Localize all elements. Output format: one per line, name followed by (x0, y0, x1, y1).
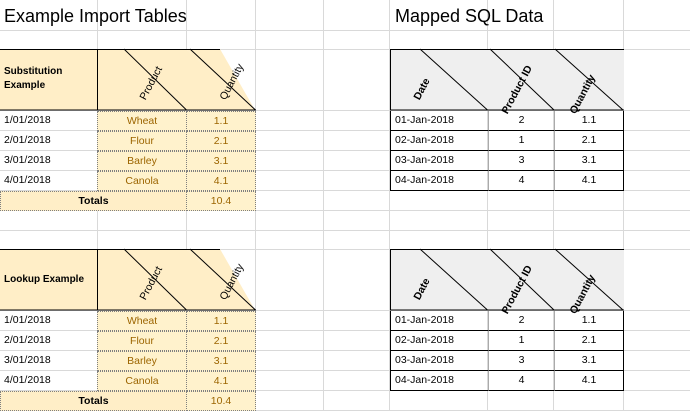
import-table-2-header-bg (0, 248, 256, 311)
totals-label[interactable]: Totals (0, 391, 187, 411)
date-cell[interactable]: 01-Jan-2018 (390, 311, 488, 331)
quantity-cell[interactable]: 4.1 (186, 171, 256, 191)
date-cell[interactable]: 4/01/2018 (4, 374, 51, 386)
product-id-cell[interactable]: 2 (488, 311, 554, 331)
quantity-cell[interactable]: 1.1 (186, 111, 256, 131)
date-cell[interactable]: 1/01/2018 (4, 114, 51, 126)
quantity-cell[interactable]: 3.1 (554, 351, 624, 371)
import-table-1-header-bg (0, 48, 256, 111)
quantity-cell[interactable]: 3.1 (554, 151, 624, 171)
left-title: Example Import Tables (4, 6, 187, 26)
product-cell[interactable]: Barley (97, 151, 187, 171)
sql-table-2-header-bg (390, 248, 624, 311)
totals-value[interactable]: 10.4 (186, 391, 256, 411)
import-table-2-label: Lookup Example (4, 273, 84, 287)
import-table-1-label-line2: Example (4, 80, 46, 91)
product-id-cell[interactable]: 3 (488, 151, 554, 171)
product-cell[interactable]: Flour (97, 331, 187, 351)
product-id-cell[interactable]: 1 (488, 331, 554, 351)
product-cell[interactable]: Canola (97, 371, 187, 391)
import-table-1-label-line1: Substitution (4, 66, 63, 77)
quantity-cell[interactable]: 2.1 (554, 331, 624, 351)
date-cell[interactable]: 03-Jan-2018 (390, 351, 488, 371)
quantity-cell[interactable]: 3.1 (186, 151, 256, 171)
quantity-cell[interactable]: 4.1 (554, 171, 624, 191)
quantity-cell[interactable]: 2.1 (186, 131, 256, 151)
product-id-cell[interactable]: 4 (488, 371, 554, 391)
totals-value[interactable]: 10.4 (186, 191, 256, 211)
product-cell[interactable]: Wheat (97, 311, 187, 331)
quantity-cell[interactable]: 1.1 (554, 111, 624, 131)
date-cell[interactable]: 4/01/2018 (4, 174, 51, 186)
quantity-cell[interactable]: 3.1 (186, 351, 256, 371)
quantity-cell[interactable]: 1.1 (554, 311, 624, 331)
product-cell[interactable]: Wheat (97, 111, 187, 131)
quantity-cell[interactable]: 2.1 (186, 331, 256, 351)
import-table-2-label-line1: Lookup Example (4, 274, 85, 285)
date-cell[interactable]: 02-Jan-2018 (390, 131, 488, 151)
right-title: Mapped SQL Data (395, 6, 544, 26)
date-cell[interactable]: 3/01/2018 (4, 154, 51, 166)
product-cell[interactable]: Canola (97, 171, 187, 191)
quantity-cell[interactable]: 4.1 (554, 371, 624, 391)
date-cell[interactable]: 03-Jan-2018 (390, 151, 488, 171)
quantity-cell[interactable]: 1.1 (186, 311, 256, 331)
product-cell[interactable]: Flour (97, 131, 187, 151)
product-id-cell[interactable]: 1 (488, 131, 554, 151)
date-cell[interactable]: 1/01/2018 (4, 314, 51, 326)
quantity-cell[interactable]: 4.1 (186, 371, 256, 391)
date-cell[interactable]: 2/01/2018 (4, 334, 51, 346)
date-cell[interactable]: 02-Jan-2018 (390, 331, 488, 351)
date-cell[interactable]: 2/01/2018 (4, 134, 51, 146)
date-cell[interactable]: 04-Jan-2018 (390, 171, 488, 191)
date-cell[interactable]: 04-Jan-2018 (390, 371, 488, 391)
product-id-cell[interactable]: 4 (488, 171, 554, 191)
quantity-cell[interactable]: 2.1 (554, 131, 624, 151)
date-cell[interactable]: 01-Jan-2018 (390, 111, 488, 131)
product-id-cell[interactable]: 3 (488, 351, 554, 371)
sql-table-1-header-bg (390, 48, 624, 111)
product-id-cell[interactable]: 2 (488, 111, 554, 131)
import-table-1-label: Substitution Example (4, 65, 62, 93)
date-cell[interactable]: 3/01/2018 (4, 354, 51, 366)
totals-label[interactable]: Totals (0, 191, 187, 211)
product-cell[interactable]: Barley (97, 351, 187, 371)
